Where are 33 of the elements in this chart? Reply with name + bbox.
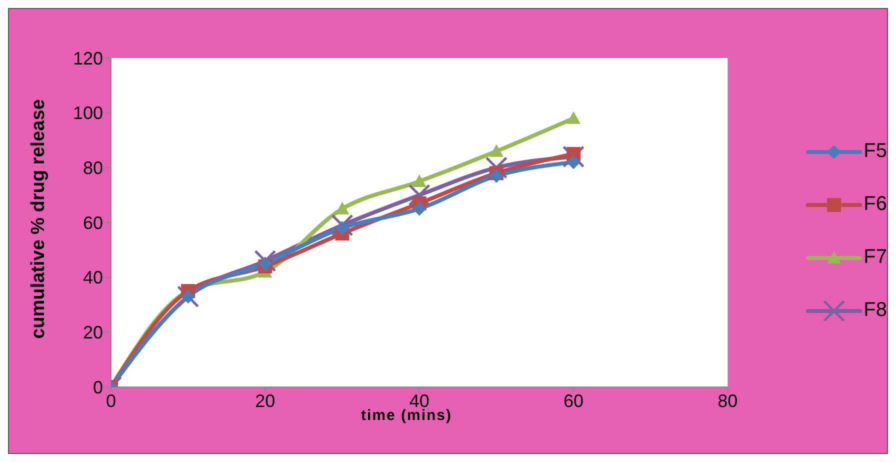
legend-label: F7 bbox=[864, 246, 887, 269]
point bbox=[331, 214, 354, 236]
point bbox=[335, 202, 350, 214]
point bbox=[408, 184, 430, 206]
y-axis-title: cumulative % drug release bbox=[28, 99, 50, 339]
point bbox=[412, 202, 426, 216]
y-tick-label: 60 bbox=[82, 212, 103, 233]
point bbox=[412, 174, 426, 187]
x-tick-label: 20 bbox=[255, 390, 276, 411]
legend-label: F6 bbox=[864, 193, 887, 216]
point bbox=[489, 168, 504, 183]
point bbox=[566, 111, 580, 124]
point bbox=[566, 155, 580, 170]
x-tick-label: 80 bbox=[718, 390, 738, 411]
point bbox=[485, 156, 508, 179]
y-tick-label: 0 bbox=[92, 377, 103, 398]
x-axis-title: time (mins) bbox=[361, 407, 452, 424]
y-tick-label: 120 bbox=[72, 48, 103, 68]
point bbox=[177, 285, 200, 308]
legend-label: F8 bbox=[864, 299, 887, 322]
point bbox=[489, 144, 504, 157]
point bbox=[181, 290, 196, 304]
point bbox=[335, 220, 350, 235]
point bbox=[254, 250, 276, 272]
point bbox=[258, 256, 272, 271]
x-tick-label: 60 bbox=[563, 390, 584, 411]
legend-label: F5 bbox=[864, 140, 887, 163]
point bbox=[562, 146, 585, 168]
y-tick-label: 40 bbox=[82, 268, 103, 288]
y-tick-label: 20 bbox=[82, 322, 103, 343]
x-tick-label: 0 bbox=[106, 390, 116, 411]
y-tick-label: 80 bbox=[82, 158, 103, 178]
y-tick-label: 100 bbox=[72, 103, 103, 124]
